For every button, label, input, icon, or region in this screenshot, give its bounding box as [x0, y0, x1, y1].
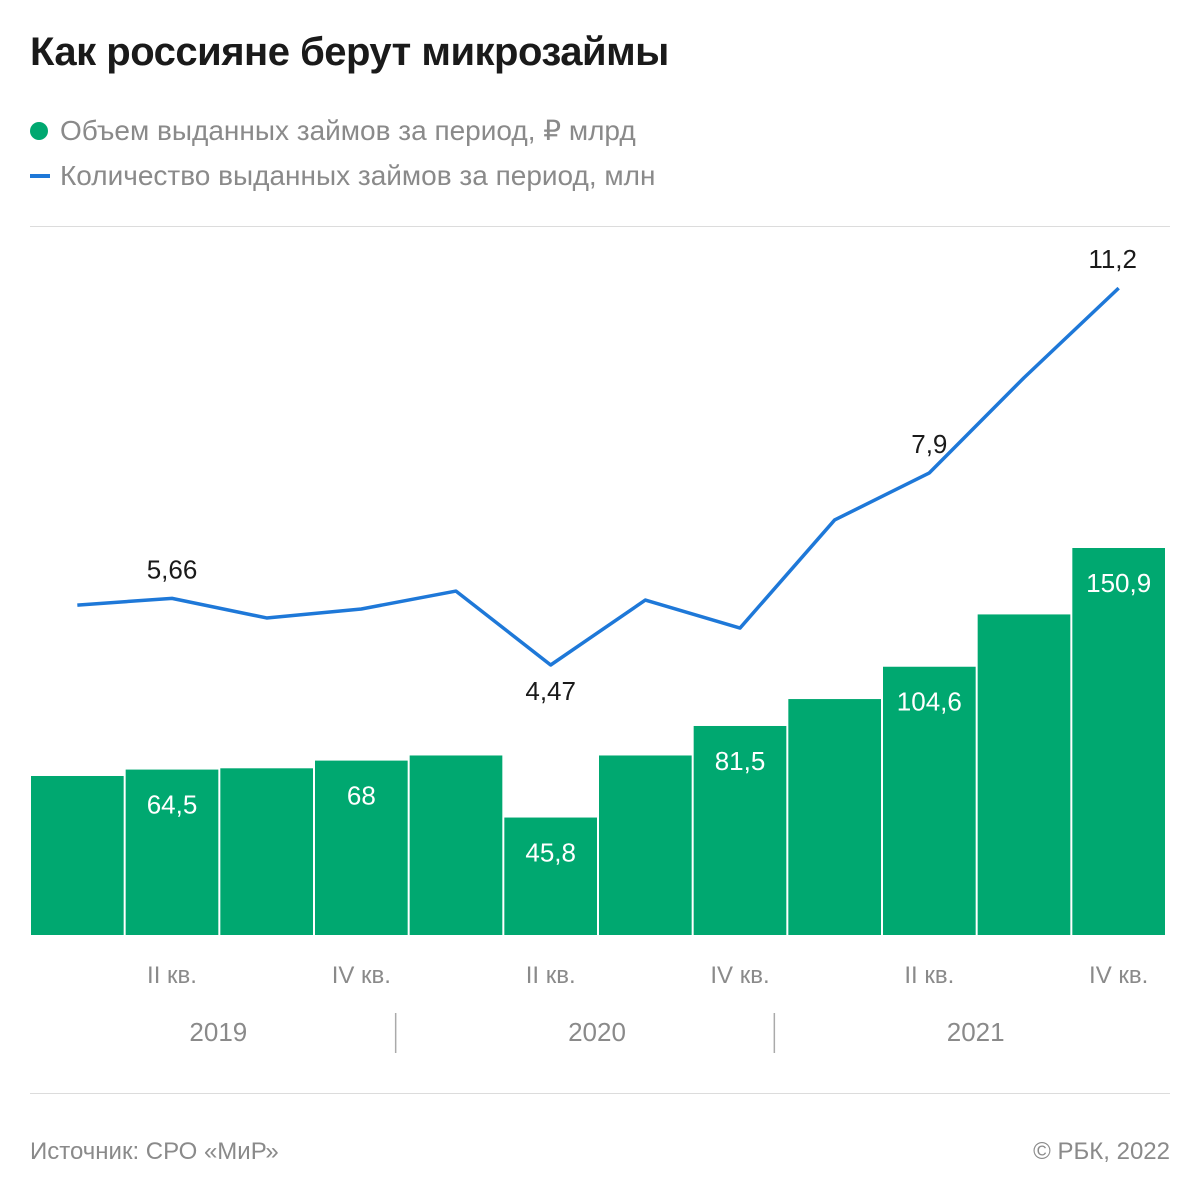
divider: [30, 1093, 1170, 1094]
bar-data-label: 68: [347, 781, 376, 811]
x-tick-label: II кв.: [904, 962, 954, 989]
year-label: 2020: [568, 1017, 626, 1047]
legend-label: Объем выданных займов за период, ₽ млрд: [60, 115, 636, 146]
bar-data-label: 64,5: [147, 790, 198, 820]
blue-line-icon: [30, 174, 50, 178]
bar-data-label: 81,5: [715, 746, 766, 776]
count-line: [77, 286, 1120, 667]
bar: [883, 666, 976, 935]
bar: [504, 817, 597, 935]
bar: [788, 699, 881, 935]
bar: [315, 760, 408, 935]
legend-item-count: Количество выданных займов за период, мл…: [30, 160, 655, 192]
bar-data-label: 150,9: [1086, 568, 1151, 598]
bar: [693, 725, 787, 935]
chart-svg: 64,5 68 45,8 81,5 104,6 150,9 5,66 4,47 7,9 11,2 I…: [31, 244, 1165, 1053]
bar: [31, 775, 124, 935]
x-tick-label: IV кв.: [332, 962, 391, 989]
x-tick-label: IV кв.: [710, 962, 769, 989]
bar: [125, 769, 219, 935]
legend-label: Количество выданных займов за период, мл…: [60, 160, 656, 191]
x-tick-label: II кв.: [147, 962, 197, 989]
line-data-label: 5,66: [147, 554, 198, 584]
bar: [1072, 548, 1165, 935]
bar-data-label: 45,8: [525, 838, 576, 868]
line-data-label: 7,9: [911, 429, 947, 459]
bar: [599, 755, 692, 935]
line-data-label: 11,2: [1088, 244, 1137, 274]
copyright-text: © РБК, 2022: [1033, 1138, 1170, 1165]
source-text: Источник: СРО «МиР»: [30, 1138, 279, 1165]
x-tick-label: IV кв.: [1089, 962, 1148, 989]
bar: [977, 614, 1071, 935]
divider: [30, 226, 1170, 227]
year-label: 2019: [189, 1017, 247, 1047]
bar: [409, 755, 503, 935]
line-data-label: 4,47: [525, 676, 576, 706]
legend-item-volume: Объем выданных займов за период, ₽ млрд: [30, 114, 636, 147]
green-dot-icon: [30, 121, 48, 140]
bar-data-label: 104,6: [897, 687, 962, 717]
bar: [220, 768, 313, 935]
chart-title: Как россияне берут микрозаймы: [30, 30, 669, 74]
x-tick-label: II кв.: [526, 962, 576, 989]
year-label: 2021: [947, 1017, 1005, 1047]
